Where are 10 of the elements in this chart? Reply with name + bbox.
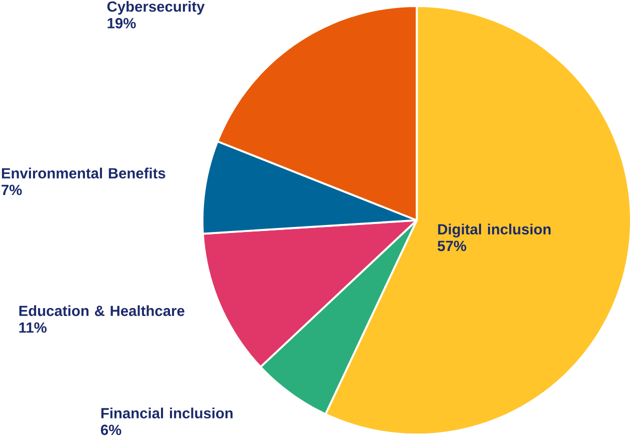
data-label: 19% <box>108 18 136 28</box>
slice-label: Education & Healthcare <box>19 305 184 316</box>
slice-label: Financial inclusion <box>101 408 233 418</box>
slice-label: Environmental Benefits <box>2 168 166 178</box>
slice-label: Digital inclusion <box>438 224 551 238</box>
data-label: 11% <box>19 322 47 333</box>
data-label: 7% <box>2 184 22 196</box>
data-label: 6% <box>100 424 122 436</box>
data-label: 57% <box>438 240 466 252</box>
slice-label: Cybersecurity <box>107 0 205 15</box>
